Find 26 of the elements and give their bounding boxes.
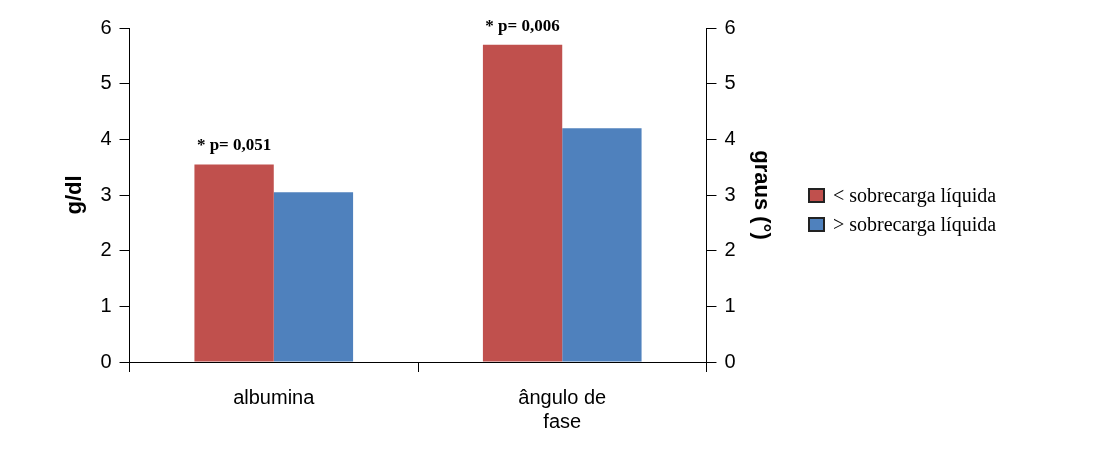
- y2-tick-label: 5: [724, 71, 736, 94]
- y-tick-label: 4: [100, 126, 112, 149]
- y-axis-title: g/dl: [61, 175, 87, 215]
- annotation: * p= 0,051: [196, 135, 272, 155]
- bar: [194, 164, 274, 362]
- x-tick-label: ângulo de fase: [518, 385, 607, 432]
- bar: [562, 128, 642, 362]
- y-tick-label: 1: [100, 293, 112, 316]
- x-tick-label: albumina: [233, 385, 316, 408]
- y-tick-label: 0: [100, 349, 112, 372]
- y-tick-label: 5: [100, 71, 112, 94]
- legend-label: > sobrecarga líquida: [833, 213, 997, 236]
- y-tick-label: 3: [100, 182, 112, 205]
- y2-tick-label: 4: [724, 126, 736, 149]
- legend-label: < sobrecarga líquida: [833, 184, 997, 207]
- y-tick-label: 2: [100, 238, 112, 261]
- y2-tick-label: 6: [724, 15, 736, 38]
- y2-tick-label: 1: [724, 293, 736, 316]
- y2-tick-label: 3: [724, 182, 736, 205]
- y2-tick-label: 2: [724, 238, 736, 261]
- y-tick-label: 6: [100, 15, 112, 38]
- bar: [482, 44, 563, 362]
- bar: [273, 192, 354, 362]
- y2-tick-label: 0: [724, 349, 736, 372]
- y2-axis-title: graus (°): [749, 150, 775, 240]
- annotation: * p= 0,006: [485, 15, 560, 35]
